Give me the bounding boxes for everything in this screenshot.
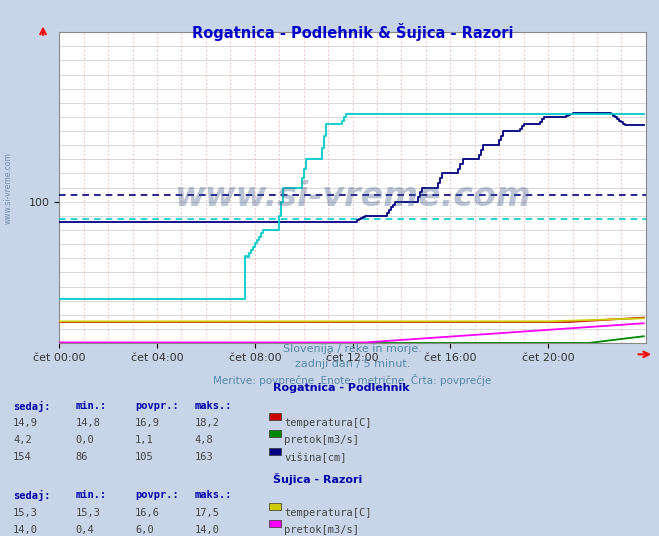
- Text: 0,0: 0,0: [76, 435, 94, 445]
- Text: sedaj:: sedaj:: [13, 490, 51, 502]
- Text: Šujica - Razori: Šujica - Razori: [273, 473, 362, 485]
- Text: višina[cm]: višina[cm]: [284, 452, 347, 463]
- Text: 6,0: 6,0: [135, 525, 154, 535]
- Text: pretok[m3/s]: pretok[m3/s]: [284, 435, 359, 445]
- Text: 17,5: 17,5: [194, 508, 219, 518]
- Text: maks.:: maks.:: [194, 490, 232, 501]
- Text: povpr.:: povpr.:: [135, 490, 179, 501]
- Text: www.si-vreme.com: www.si-vreme.com: [3, 152, 13, 224]
- Text: temperatura[C]: temperatura[C]: [284, 418, 372, 428]
- Text: www.si-vreme.com: www.si-vreme.com: [174, 181, 531, 213]
- Text: 14,0: 14,0: [13, 525, 38, 535]
- Text: 16,9: 16,9: [135, 418, 160, 428]
- Text: 163: 163: [194, 452, 213, 463]
- Text: 16,6: 16,6: [135, 508, 160, 518]
- Text: min.:: min.:: [76, 490, 107, 501]
- Text: Rogatnica - Podlehnik & Šujica - Razori: Rogatnica - Podlehnik & Šujica - Razori: [192, 23, 513, 41]
- Text: Meritve: povprečne  Enote: metrične  Črta: povprečje: Meritve: povprečne Enote: metrične Črta:…: [214, 374, 492, 386]
- Text: 1,1: 1,1: [135, 435, 154, 445]
- Text: povpr.:: povpr.:: [135, 401, 179, 411]
- Text: min.:: min.:: [76, 401, 107, 411]
- Text: 15,3: 15,3: [76, 508, 101, 518]
- Text: 105: 105: [135, 452, 154, 463]
- Text: 4,8: 4,8: [194, 435, 213, 445]
- Text: 154: 154: [13, 452, 32, 463]
- Text: 86: 86: [76, 452, 88, 463]
- Text: temperatura[C]: temperatura[C]: [284, 508, 372, 518]
- Text: 14,8: 14,8: [76, 418, 101, 428]
- Text: pretok[m3/s]: pretok[m3/s]: [284, 525, 359, 535]
- Text: 4,2: 4,2: [13, 435, 32, 445]
- Text: maks.:: maks.:: [194, 401, 232, 411]
- Text: 15,3: 15,3: [13, 508, 38, 518]
- Text: 0,4: 0,4: [76, 525, 94, 535]
- Text: 18,2: 18,2: [194, 418, 219, 428]
- Text: Slovenija / reke in morje.: Slovenija / reke in morje.: [283, 344, 422, 354]
- Text: zadnji dan / 5 minut.: zadnji dan / 5 minut.: [295, 359, 411, 369]
- Text: 14,0: 14,0: [194, 525, 219, 535]
- Text: 14,9: 14,9: [13, 418, 38, 428]
- Text: Rogatnica - Podlehnik: Rogatnica - Podlehnik: [273, 383, 410, 393]
- Text: sedaj:: sedaj:: [13, 401, 51, 412]
